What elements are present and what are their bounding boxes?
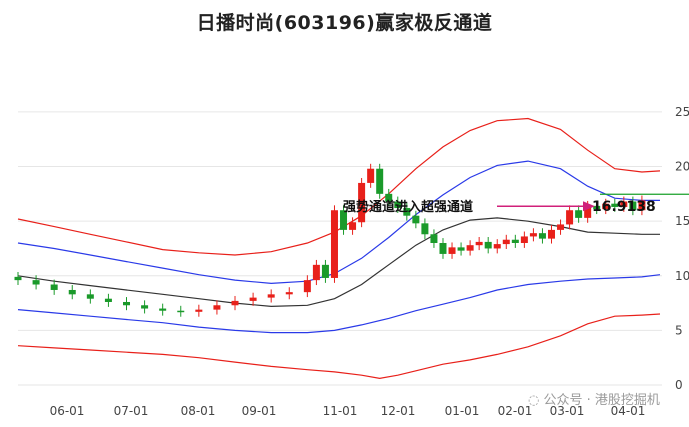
candle-body — [493, 244, 501, 249]
y-tick-label: 10 — [675, 269, 689, 283]
x-tick-label: 12-01 — [381, 404, 416, 418]
candle-body — [50, 284, 58, 290]
candle-body — [340, 210, 348, 230]
candle-body — [303, 280, 311, 293]
band-outer-lower — [17, 313, 661, 380]
channel-annotation: 强势通道进入超强通道 — [343, 199, 473, 215]
candle-body — [358, 182, 366, 223]
band-inner-upper — [17, 160, 660, 285]
candle-body — [267, 294, 275, 298]
x-tick-label: 03-01 — [550, 404, 585, 418]
x-tick-label: 06-01 — [50, 404, 85, 418]
band-outer-upper — [17, 117, 661, 256]
x-tick-label: 02-01 — [498, 404, 533, 418]
candle-body — [421, 223, 429, 235]
candle-body — [620, 201, 628, 207]
y-tick-label: 5 — [675, 323, 683, 337]
candle-body — [502, 239, 510, 245]
band-mid — [17, 217, 660, 308]
band-inner-lower — [17, 274, 661, 334]
candle-body — [123, 301, 131, 306]
candle-body — [177, 310, 185, 313]
candle-body — [511, 239, 519, 243]
candle-body — [584, 205, 592, 218]
x-tick-label: 07-01 — [114, 404, 149, 418]
candle-body — [231, 300, 239, 306]
candle-body — [330, 210, 338, 278]
candle-body — [466, 245, 474, 251]
candle-body — [104, 298, 112, 302]
candle-body — [249, 297, 257, 301]
x-tick-label: 08-01 — [181, 404, 216, 418]
candle-body — [439, 243, 447, 254]
channel-arrow — [497, 201, 595, 212]
candle-body — [475, 241, 483, 246]
y-tick-label: 15 — [675, 214, 689, 228]
candle-body — [566, 210, 574, 225]
candle-body — [312, 264, 320, 281]
candle-body — [457, 247, 465, 251]
x-tick-label: 01-01 — [445, 404, 480, 418]
candle-body — [321, 264, 329, 278]
y-tick-label: 25 — [675, 105, 689, 119]
wechat-icon: ◌ — [528, 393, 540, 408]
y-tick-label: 20 — [675, 160, 689, 174]
y-tick-label: 0 — [675, 378, 683, 392]
candle-body — [385, 193, 393, 202]
candle-body — [448, 247, 456, 254]
gridlines — [18, 111, 662, 386]
candle-body — [285, 292, 293, 295]
candle-body — [349, 222, 357, 230]
candle-body — [195, 309, 203, 312]
candle-body — [159, 308, 167, 311]
candle-body — [141, 305, 149, 309]
candle-body — [484, 241, 492, 249]
x-tick-label: 11-01 — [323, 404, 358, 418]
candle-body — [593, 205, 601, 210]
candle-body — [68, 289, 76, 295]
candle-body — [412, 215, 420, 224]
candle-body — [638, 200, 646, 211]
candle-body — [376, 168, 384, 194]
candle-body — [394, 201, 402, 209]
channel-bands — [17, 117, 661, 380]
candle-body — [629, 201, 637, 211]
candle-body — [611, 203, 619, 207]
candle-body — [367, 168, 375, 183]
candle-body — [575, 210, 583, 218]
watermark-text: 公众号 · 港股挖掘机 — [543, 393, 660, 408]
candle-body — [14, 276, 22, 281]
candle-body — [557, 224, 565, 230]
candle-body — [86, 294, 94, 299]
candle-body — [529, 233, 537, 237]
x-axis-ticks: 06-01 07-01 08-01 09-01 11-01 12-01 01-01 02-01… — [50, 404, 646, 418]
candle-body — [547, 229, 555, 239]
x-tick-label: 09-01 — [242, 404, 277, 418]
candle-body — [430, 234, 438, 243]
value-label: 16.9138 — [592, 199, 656, 215]
x-tick-label: 04-01 — [611, 404, 646, 418]
candle-body — [32, 280, 40, 285]
candle-body — [213, 305, 221, 310]
candle-body — [520, 236, 528, 243]
arrow-head — [583, 201, 595, 212]
candlesticks — [14, 163, 646, 317]
candle-body — [602, 203, 610, 210]
candle-body — [403, 208, 411, 216]
watermark: ◌ 公众号 · 港股挖掘机 — [528, 389, 660, 408]
chart-title: 日播时尚(603196)赢家极反通道 — [196, 12, 493, 34]
candle-body — [538, 233, 546, 239]
y-axis-ticks: 0 5 10 15 20 25 — [675, 105, 689, 392]
